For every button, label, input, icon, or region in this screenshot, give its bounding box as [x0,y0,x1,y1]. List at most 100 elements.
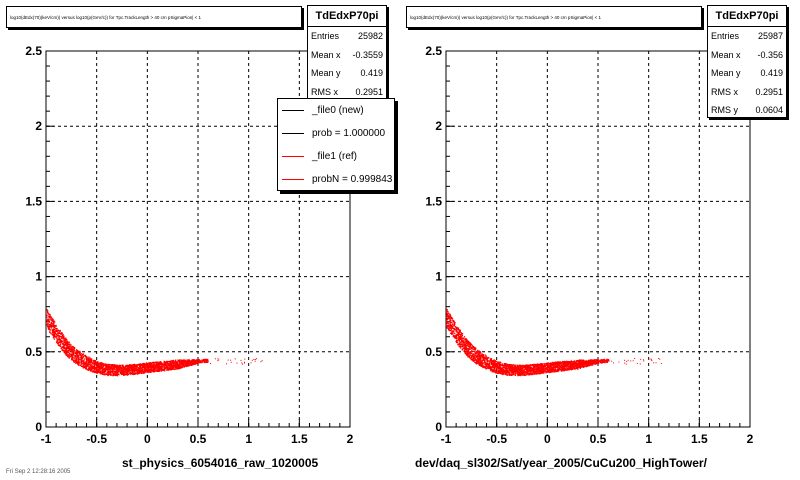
scatter-point [562,366,564,368]
scatter-point [554,371,556,373]
scatter-point [451,326,453,328]
scatter-point [158,364,160,367]
scatter-point [72,355,74,358]
scatter-point [121,368,123,371]
scatter-point [534,366,536,368]
scatter-point [506,367,509,369]
scatter-point [94,360,97,362]
scatter-point [81,357,84,359]
scatter-point [450,317,453,319]
scatter-point [508,367,510,369]
scatter-point [201,360,204,362]
scatter-point [462,337,464,340]
scatter-point [80,356,82,359]
scatter-point [491,364,494,366]
scatter-point [73,348,76,350]
scatter-point [46,323,49,325]
scatter-point [85,357,87,360]
scatter-point [553,364,555,367]
scatter-point [469,346,472,348]
stats-row-mean-y: Mean y 0.419 [308,64,386,83]
scatter-point [118,366,120,369]
scatter-point [503,371,505,373]
scatter-point [452,323,454,325]
scatter-point [477,362,479,364]
scatter-point [504,369,507,372]
scatter-point [62,338,64,340]
scatter-point [493,365,496,367]
scatter-point [64,349,67,352]
scatter-point [110,370,112,372]
scatter-point [514,373,516,376]
scatter-point [542,370,544,372]
scatter-point [558,361,560,364]
scatter-point [159,367,162,369]
scatter-point [69,345,71,348]
scatter-point [65,337,67,339]
scatter-point [110,373,112,375]
scatter-point [549,371,551,373]
scatter-point [49,316,51,318]
scatter-point [496,366,499,368]
scatter-point [563,361,565,364]
scatter-point [527,373,529,375]
scatter-point [189,360,191,362]
scatter-point [203,360,205,362]
scatter-point [132,366,135,368]
scatter-point [54,336,56,338]
scatter-point [170,363,172,365]
scatter-point [73,357,75,359]
scatter-point [75,354,78,356]
scatter-point [166,368,169,371]
scatter-point [157,366,159,369]
scatter-point [77,361,79,363]
scatter-point [456,339,458,342]
scatter-point [448,329,451,332]
scatter-point [543,363,545,365]
scatter-point [516,368,518,371]
scatter-point [459,335,462,337]
scatter-point [130,369,133,371]
scatter-point [128,364,131,366]
scatter-point [173,363,175,365]
scatter-point [502,366,504,368]
scatter-point [482,356,484,358]
scatter-point [96,371,98,373]
scatter-point [62,335,64,337]
scatter-point [146,362,148,364]
scatter-point [505,372,507,374]
scatter-point [480,361,483,364]
scatter-point [544,363,546,365]
scatter-point [456,342,459,344]
scatter-point [169,366,172,368]
scatter-point [480,360,482,363]
scatter-point [146,365,149,368]
scatter-point [144,368,147,371]
scatter-point [133,370,135,372]
scatter-point [124,366,127,368]
scatter-point [513,367,515,369]
scatter-point [450,325,452,327]
scatter-point [126,372,128,374]
scatter-point [55,324,57,327]
left-pad: log10(dEdx(70)(keV/cm)) versus log10(p(G… [6,5,395,470]
scatter-point [106,366,109,368]
scatter-point [529,366,531,369]
scatter-point [87,369,89,371]
scatter-point [107,371,109,373]
scatter-point [467,340,469,342]
scatter-point [188,361,191,363]
scatter-point [473,353,475,355]
scatter-point [463,346,465,348]
scatter-point [146,369,148,372]
scatter-point [485,364,487,366]
scatter-point [151,369,153,372]
scatter-point [50,321,53,324]
scatter-point [464,348,466,350]
scatter-point [557,364,560,366]
scatter-point [544,368,546,370]
scatter-point [564,361,566,363]
scatter-point [139,368,141,370]
scatter-point [132,369,134,372]
scatter-point [120,370,122,372]
